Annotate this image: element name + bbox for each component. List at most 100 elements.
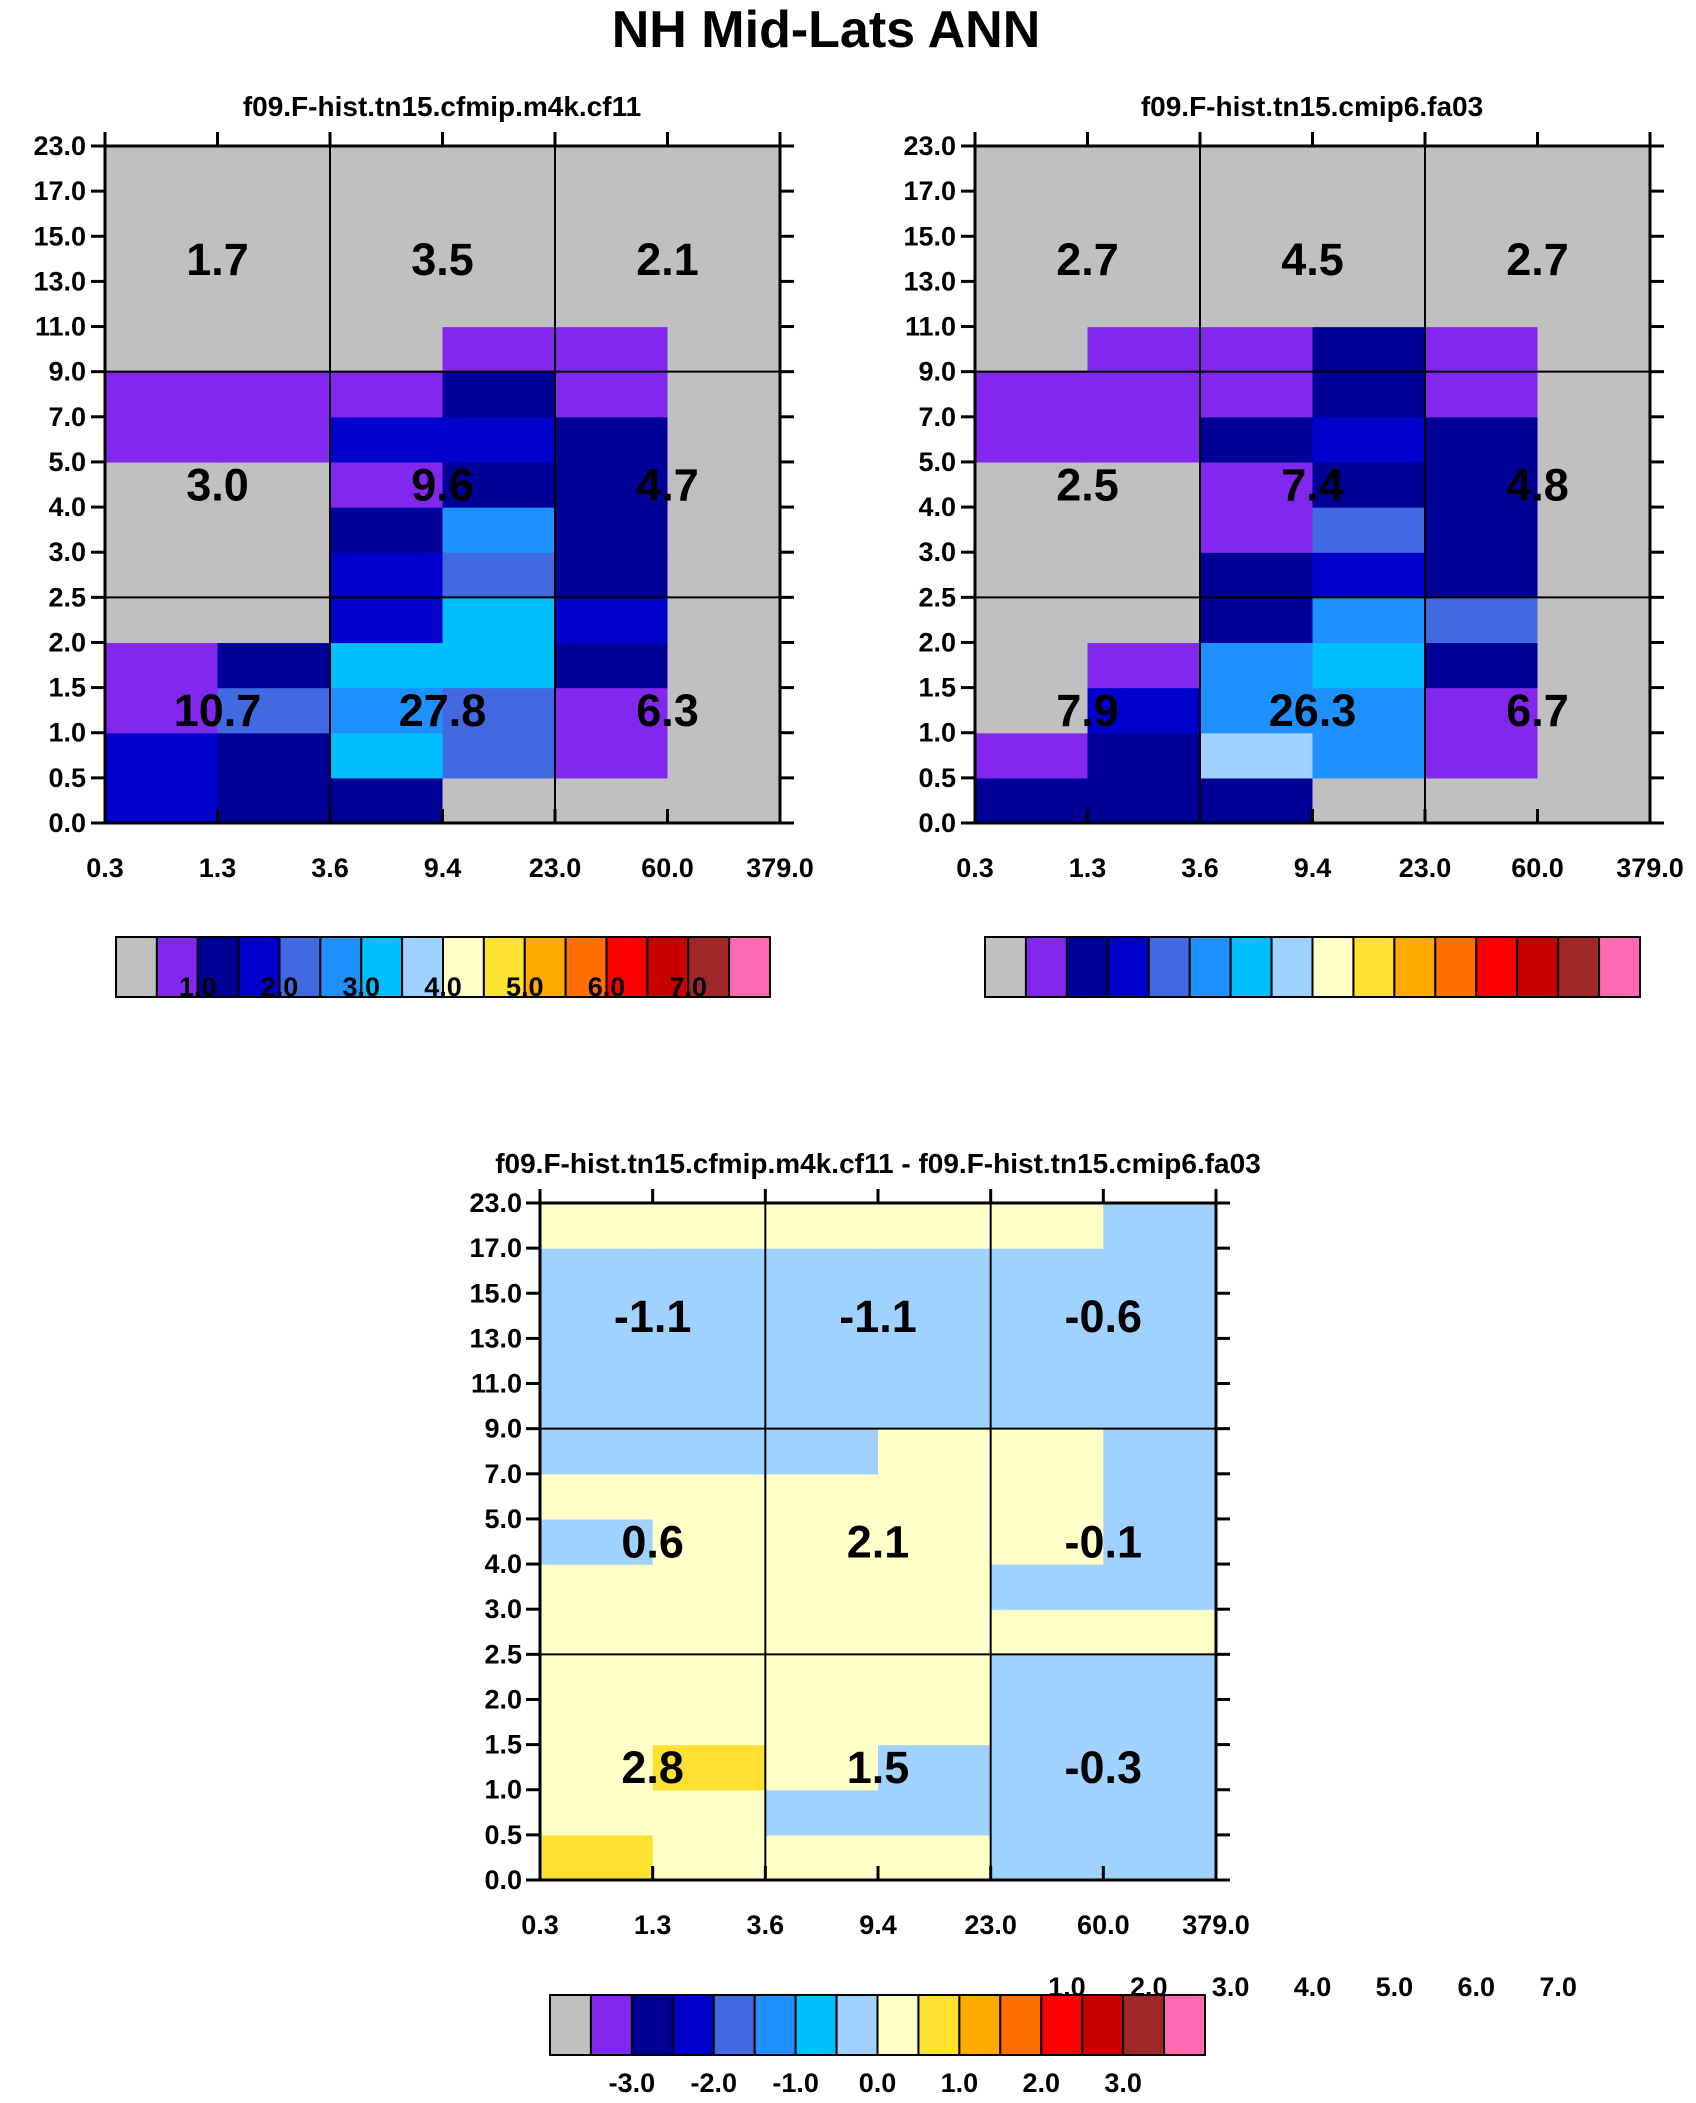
heatmap-cell (878, 1654, 992, 1701)
heatmap-cell (765, 1609, 879, 1655)
heatmap-cell (540, 1248, 654, 1294)
heatmap-cell (878, 1789, 992, 1836)
y-tick-label: 1.5 (918, 673, 956, 703)
y-tick-label: 2.5 (484, 1639, 522, 1669)
y-tick-label: 3.0 (48, 537, 86, 567)
region-value-label: -1.1 (614, 1291, 692, 1342)
y-tick-label: 5.0 (918, 447, 956, 477)
heatmap-cell (1103, 1203, 1217, 1249)
heatmap-cell (765, 1383, 879, 1430)
colorbar-swatch (753, 1994, 797, 2056)
colorbar-swatch (1557, 936, 1601, 998)
heatmap-cell (878, 1248, 992, 1294)
heatmap-cell (330, 642, 444, 689)
y-tick-label: 4.0 (484, 1549, 522, 1579)
y-tick-label: 5.0 (48, 447, 86, 477)
heatmap-cell (1087, 371, 1201, 418)
heatmap-cell (1425, 371, 1539, 418)
y-tick-label: 0.5 (918, 763, 956, 793)
x-tick-label: 9.4 (424, 853, 462, 883)
colorbar-label: 4.0 (1294, 1972, 1332, 2002)
heatmap-cell (765, 1834, 879, 1881)
heatmap-cell (1312, 777, 1426, 824)
colorbar-swatch (1434, 936, 1478, 998)
heatmap-cell (1087, 326, 1201, 373)
heatmap-cell (217, 552, 331, 598)
y-tick-label: 23.0 (33, 131, 86, 161)
heatmap-cell (217, 371, 331, 418)
heatmap-cell (217, 191, 331, 237)
heatmap-cell (1103, 1383, 1217, 1430)
colorbar-label: 2.0 (1022, 2068, 1060, 2098)
region-value-label: 4.5 (1281, 234, 1344, 285)
colorbar-swatch (728, 936, 771, 998)
heatmap-cell (1425, 191, 1539, 237)
heatmap-cell (990, 1564, 1104, 1610)
heatmap-cell (1087, 236, 1201, 282)
heatmap-cell (878, 1203, 992, 1249)
heatmap-cell (667, 461, 781, 508)
x-tick-label: 3.6 (1181, 853, 1219, 883)
heatmap-cell (765, 1203, 879, 1249)
heatmap-cell (1537, 507, 1651, 553)
heatmap-cell (878, 1609, 992, 1655)
heatmap-cell (217, 507, 331, 553)
y-tick-label: 1.0 (918, 718, 956, 748)
colorbar-swatch (1229, 936, 1273, 998)
heatmap-cell (1425, 597, 1539, 644)
region-value-label: 2.1 (847, 1517, 910, 1568)
heatmap-cell (330, 687, 444, 734)
heatmap-cell (975, 416, 1089, 463)
heatmap-cell (217, 236, 331, 282)
colorbar-swatch (835, 1994, 879, 2056)
heatmap-cell (990, 1248, 1104, 1294)
heatmap-cell (1200, 687, 1314, 734)
heatmap-cell (105, 507, 219, 553)
heatmap-cell (540, 1654, 654, 1701)
colorbar-swatch (1024, 936, 1068, 998)
heatmap-cell (540, 1744, 654, 1791)
colorbar-swatch (589, 1994, 633, 2056)
heatmap-cell (1537, 326, 1651, 373)
heatmap-cell (442, 507, 556, 553)
heatmap-cell (878, 1428, 992, 1475)
heatmap-cell (878, 1293, 992, 1339)
colorbar-swatch (564, 936, 608, 998)
heatmap-cell (975, 236, 1089, 282)
region-value-label: -1.1 (839, 1291, 917, 1342)
heatmap-cell (1200, 597, 1314, 644)
region-value-label: 4.7 (636, 460, 699, 511)
y-tick-label: 2.0 (48, 627, 86, 657)
heatmap-cell (555, 236, 669, 282)
heatmap-cell (975, 687, 1089, 734)
region-value-label: -0.6 (1065, 1291, 1143, 1342)
heatmap-cell (217, 326, 331, 373)
colorbar-swatch (671, 1994, 715, 2056)
heatmap-cell (1312, 146, 1426, 192)
heatmap-cell (1103, 1789, 1217, 1836)
heatmap-cell (442, 687, 556, 734)
colorbar-label: 7.0 (1539, 1972, 1577, 2002)
heatmap-cell (1425, 777, 1539, 824)
heatmap-cell (1312, 552, 1426, 598)
heatmap-cell (667, 642, 781, 689)
heatmap-cell (540, 1203, 654, 1249)
colorbar-swatch (1393, 936, 1437, 998)
heatmap-cell (1312, 191, 1426, 237)
heatmap-cell (878, 1744, 992, 1791)
panel-fa03: f09.F-hist.tn15.cmip6.fa03 2.7 4.5 2.7 2.5 7.… (903, 91, 1683, 2002)
heatmap-cell (667, 777, 781, 824)
heatmap-cell (975, 597, 1089, 644)
y-tick-label: 23.0 (469, 1188, 522, 1218)
y-tick-label: 0.0 (484, 1865, 522, 1895)
heatmap-cell (555, 416, 669, 463)
heatmap-cell (1087, 507, 1201, 553)
region-value-label: -0.1 (1065, 1517, 1143, 1568)
heatmap-cell (1200, 732, 1314, 779)
heatmap-cell (990, 1473, 1104, 1520)
heatmap-cell (540, 1293, 654, 1339)
heatmap-cell (105, 281, 219, 328)
colorbar-swatch (999, 1994, 1043, 2056)
region-value-label: 3.0 (186, 460, 249, 511)
heatmap-cell (975, 146, 1089, 192)
